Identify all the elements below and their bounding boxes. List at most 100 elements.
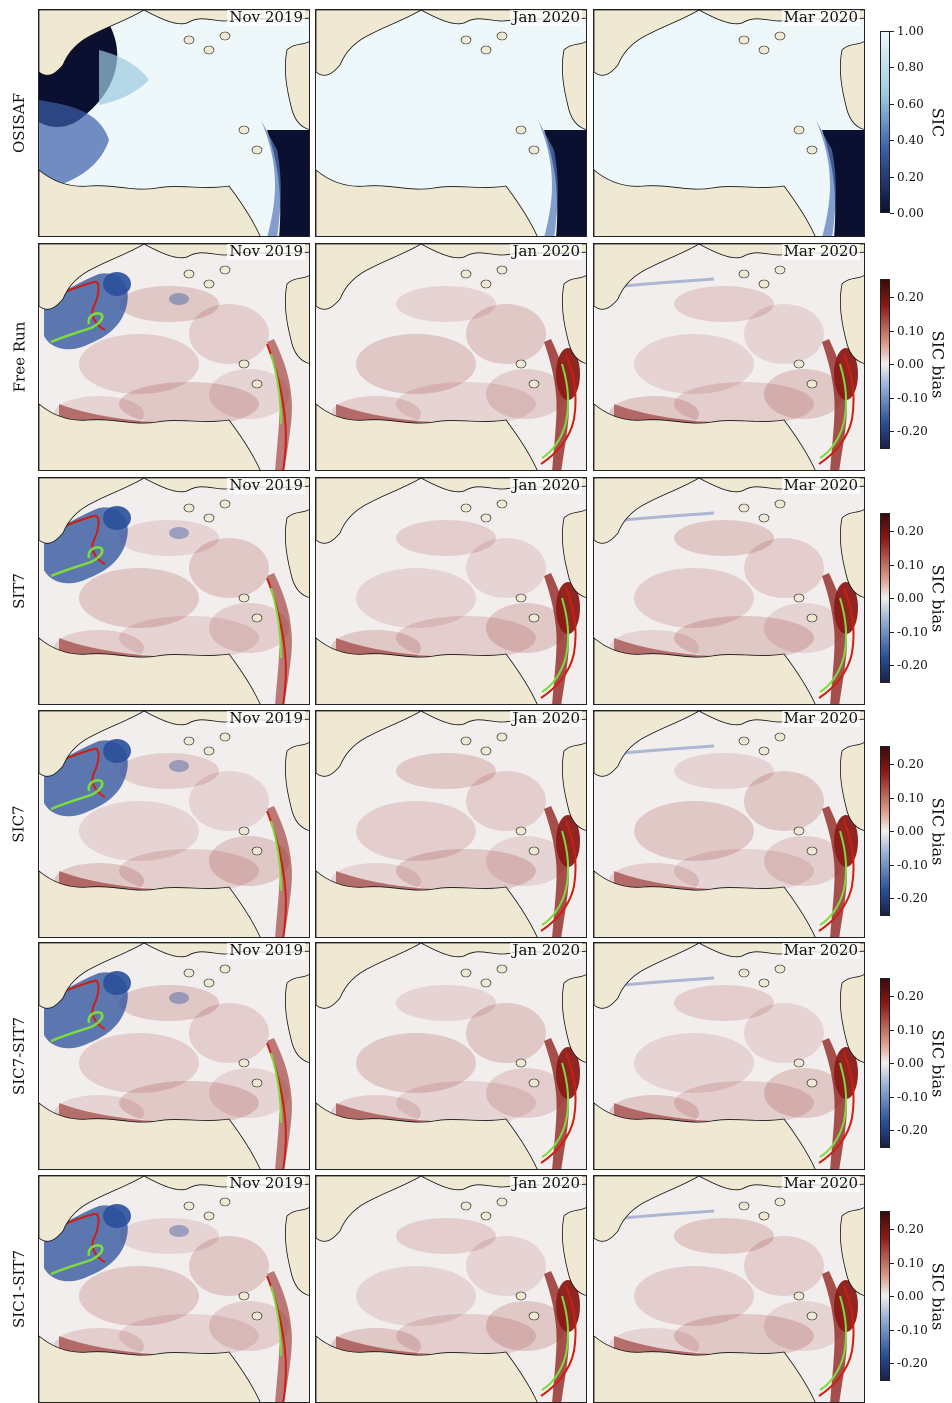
sea-ice-map [594,943,864,1169]
colorbar-label-text: SIC bias [928,564,948,632]
row-label: Free Run [4,243,34,471]
sea-ice-map [594,244,864,470]
row-label-text: Free Run [10,321,28,393]
colorbar-label-text: SIC bias [928,330,948,398]
colorbar-tick-label: 0.00 [890,207,924,219]
colorbar-tick-label: 0.10 [890,1257,924,1269]
colorbar [880,1211,890,1381]
map-panel: Mar 2020 [593,477,865,705]
row-label-text: SIT7 [10,573,28,609]
sea-ice-map [316,478,586,704]
row-label: OSISAF [4,9,34,237]
colorbar-label-text: SIC bias [928,1029,948,1097]
sea-ice-map [316,711,586,937]
colorbar-label: SIC bias [926,279,950,449]
colorbar-tick-label: -0.20 [890,892,928,904]
map-panel: Mar 2020 [593,9,865,237]
colorbar-tick-label: -0.10 [890,1091,928,1103]
map-panel: Nov 2019 [38,710,310,938]
panel-date-label: Jan 2020 [510,9,582,26]
sea-ice-map [39,478,309,704]
map-panel: Jan 2020 [315,942,587,1170]
sea-ice-map [39,711,309,937]
panel-date-label: Jan 2020 [510,477,582,494]
colorbar [880,746,890,916]
colorbar [880,513,890,683]
colorbar-tick-label: -0.10 [890,626,928,638]
colorbar-tick-label: 0.00 [890,592,924,604]
panel-date-label: Nov 2019 [227,243,305,260]
panel-date-label: Mar 2020 [781,942,860,959]
map-panel: Jan 2020 [315,710,587,938]
panel-date-label: Jan 2020 [510,243,582,260]
colorbar-label: SIC bias [926,1211,950,1381]
colorbar-tick-label: 0.60 [890,98,924,110]
colorbar-tick-label: -0.10 [890,859,928,871]
map-panel: Mar 2020 [593,1175,865,1403]
panel-date-label: Jan 2020 [510,942,582,959]
colorbar-tick-label: 0.20 [890,1223,924,1235]
sea-ice-map [594,1176,864,1402]
colorbar-tick-label: 0.20 [890,171,924,183]
map-panel: Nov 2019 [38,9,310,237]
panel-date-label: Nov 2019 [227,1175,305,1192]
sea-ice-map [316,1176,586,1402]
map-panel: Nov 2019 [38,477,310,705]
colorbar-tick-label: 1.00 [890,25,924,37]
colorbar [880,279,890,449]
row-label: SIC7-SIT7 [4,942,34,1170]
colorbar-tick-label: 0.00 [890,1057,924,1069]
map-panel: Mar 2020 [593,710,865,938]
panel-date-label: Mar 2020 [781,9,860,26]
sea-ice-map [316,943,586,1169]
panel-date-label: Nov 2019 [227,710,305,727]
panel-date-label: Mar 2020 [781,710,860,727]
row-label-text: SIC1-SIT7 [10,1249,29,1329]
colorbar-tick-label: -0.10 [890,1324,928,1336]
sea-ice-map [594,478,864,704]
map-panel: Nov 2019 [38,243,310,471]
sea-ice-map [594,711,864,937]
colorbar-tick-label: 0.20 [890,291,924,303]
sea-ice-map [39,943,309,1169]
panel-date-label: Mar 2020 [781,243,860,260]
map-panel: Nov 2019 [38,942,310,1170]
panel-date-label: Mar 2020 [781,1175,860,1192]
panel-date-label: Nov 2019 [227,942,305,959]
colorbar-label: SIC bias [926,513,950,683]
panel-date-label: Jan 2020 [510,1175,582,1192]
sea-ice-map [39,10,309,236]
colorbar [880,978,890,1148]
colorbar [880,31,890,213]
sea-ice-map [39,1176,309,1402]
colorbar-label-text: SIC bias [928,797,948,865]
map-panel: Jan 2020 [315,9,587,237]
map-panel: Mar 2020 [593,942,865,1170]
row-label: SIC1-SIT7 [4,1175,34,1403]
panel-date-label: Jan 2020 [510,710,582,727]
row-label-text: SIC7 [10,805,29,843]
row-label: SIT7 [4,477,34,705]
colorbar-tick-label: -0.20 [890,1124,928,1136]
sea-ice-map [316,244,586,470]
map-panel: Nov 2019 [38,1175,310,1403]
colorbar-tick-label: 0.00 [890,825,924,837]
map-panel: Mar 2020 [593,243,865,471]
colorbar-tick-label: -0.20 [890,1357,928,1369]
colorbar-tick-label: 0.20 [890,990,924,1002]
colorbar-tick-label: 0.20 [890,525,924,537]
colorbar-tick-label: 0.10 [890,559,924,571]
colorbar-tick-label: 0.10 [890,792,924,804]
row-label-text: OSISAF [10,92,29,154]
colorbar-tick-label: -0.20 [890,425,928,437]
map-panel: Jan 2020 [315,1175,587,1403]
colorbar-tick-label: 0.80 [890,61,924,73]
row-label-text: SIC7-SIT7 [10,1016,29,1096]
map-panel: Jan 2020 [315,243,587,471]
sea-ice-map [594,10,864,236]
colorbar-tick-label: 0.10 [890,325,924,337]
colorbar-label-text: SIC [928,107,948,137]
colorbar-tick-label: 0.10 [890,1024,924,1036]
colorbar-tick-label: -0.10 [890,392,928,404]
